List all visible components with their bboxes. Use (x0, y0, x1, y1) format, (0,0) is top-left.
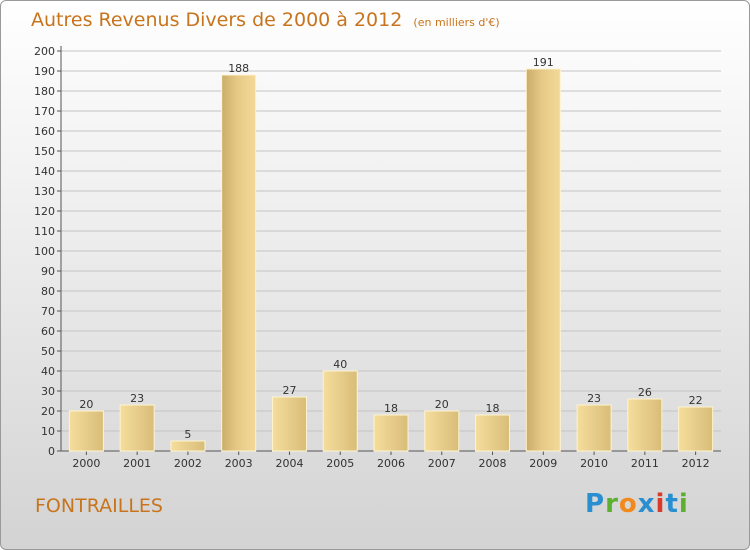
y-tick-label: 90 (41, 265, 55, 278)
x-tick-label-2005: 2005 (326, 457, 354, 470)
y-tick-label: 10 (41, 425, 55, 438)
data-label-2008: 18 (486, 402, 500, 415)
x-tick-label-2007: 2007 (428, 457, 456, 470)
bar-2011 (627, 398, 663, 452)
logo-letter: i (678, 489, 689, 519)
bar-2007 (424, 410, 460, 452)
x-tick-label-2011: 2011 (631, 457, 659, 470)
bars (68, 68, 714, 452)
data-label-2010: 23 (587, 392, 601, 405)
labels: 0 10 20 30 40 50 60 70 80 90 100 110 120 130 140 150 160… (34, 45, 710, 470)
data-label-2005: 40 (333, 358, 347, 371)
y-tick-label: 190 (34, 65, 55, 78)
data-label-2002: 5 (184, 428, 191, 441)
y-tick-label: 110 (34, 225, 55, 238)
bar-2001 (119, 404, 155, 452)
logo-letter: r (605, 489, 619, 519)
x-tick-label-2008: 2008 (479, 457, 507, 470)
y-tick-label: 130 (34, 185, 55, 198)
y-tick-label: 200 (34, 45, 55, 58)
chart-title-block: Autres Revenus Divers de 2000 à 2012 (en… (31, 9, 500, 31)
x-tick-label-2000: 2000 (72, 457, 100, 470)
bar-2005 (322, 370, 358, 452)
bar-2008 (475, 414, 511, 452)
bar-2009 (525, 68, 561, 452)
y-tick-label: 60 (41, 325, 55, 338)
x-tick-label-2004: 2004 (275, 457, 303, 470)
data-label-2007: 20 (435, 398, 449, 411)
x-tick-label-2010: 2010 (580, 457, 608, 470)
bar-2003 (221, 74, 257, 452)
y-tick-label: 50 (41, 345, 55, 358)
y-tick-label: 80 (41, 285, 55, 298)
place-name: FONTRAILLES (35, 495, 163, 517)
x-tick-label-2012: 2012 (682, 457, 710, 470)
logo-letter: t (665, 489, 679, 519)
logo-letter: P (585, 489, 606, 519)
y-tick-label: 170 (34, 105, 55, 118)
data-label-2011: 26 (638, 386, 652, 399)
y-tick-label: 30 (41, 385, 55, 398)
chart-title: Autres Revenus Divers de 2000 à 2012 (31, 9, 403, 31)
bar-2004 (271, 396, 307, 452)
x-tick-label-2003: 2003 (225, 457, 253, 470)
logo-letter: x (637, 489, 656, 519)
grid-lines (61, 50, 721, 432)
data-label-2001: 23 (130, 392, 144, 405)
x-tick-label-2002: 2002 (174, 457, 202, 470)
bar-2012 (678, 406, 714, 452)
logo-letter: i (655, 489, 666, 519)
y-tick-label: 20 (41, 405, 55, 418)
x-tick-label-2006: 2006 (377, 457, 405, 470)
bar-2000 (68, 410, 104, 452)
x-tick-label-2001: 2001 (123, 457, 151, 470)
y-tick-label: 70 (41, 305, 55, 318)
y-tick-label: 150 (34, 145, 55, 158)
chart-subtitle: (en milliers d'€) (413, 16, 500, 29)
y-tick-label: 140 (34, 165, 55, 178)
bar-2010 (576, 404, 612, 452)
proxiti-logo[interactable]: Proxiti (585, 489, 689, 519)
y-tick-label: 100 (34, 245, 55, 258)
x-tick-label-2009: 2009 (529, 457, 557, 470)
y-tick-label: 120 (34, 205, 55, 218)
data-label-2009: 191 (533, 56, 554, 69)
y-tick-label: 160 (34, 125, 55, 138)
data-label-2004: 27 (282, 384, 296, 397)
bar-2006 (373, 414, 409, 452)
logo-letter: o (618, 489, 638, 519)
data-label-2012: 22 (689, 394, 703, 407)
y-tick-label: 40 (41, 365, 55, 378)
data-label-2000: 20 (79, 398, 93, 411)
y-tick-label: 180 (34, 85, 55, 98)
data-label-2006: 18 (384, 402, 398, 415)
y-tick-label: 0 (48, 445, 55, 458)
bar-2002 (170, 440, 206, 452)
data-label-2003: 188 (228, 62, 249, 75)
